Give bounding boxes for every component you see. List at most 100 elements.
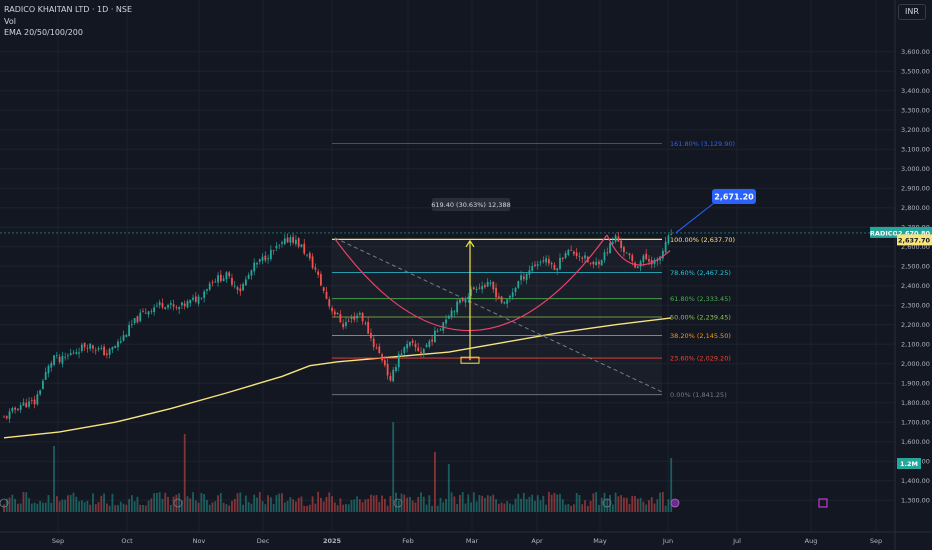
- candle-body: [306, 254, 308, 256]
- volume-bar: [53, 446, 55, 512]
- candle-body: [436, 331, 439, 332]
- volume-bar: [214, 501, 217, 512]
- volume-bar: [44, 502, 47, 512]
- volume-bar: [664, 505, 667, 512]
- volume-bar: [64, 499, 67, 512]
- event-marker-icon: [602, 498, 612, 508]
- volume-bar: [670, 458, 673, 512]
- x-tick-label: Mar: [466, 537, 479, 545]
- volume-bar: [347, 504, 350, 512]
- candle-body: [19, 405, 22, 410]
- volume-badge: 1.2M: [900, 460, 918, 468]
- candle-body: [645, 253, 648, 260]
- candle-body: [178, 307, 181, 310]
- volume-bar: [300, 496, 303, 512]
- volume-bar: [247, 502, 250, 512]
- volume-bar: [442, 502, 445, 512]
- y-tick-label: 3,300.00: [901, 107, 930, 115]
- candle-body: [161, 303, 164, 308]
- volume-bar: [25, 492, 28, 512]
- volume-bar: [383, 498, 386, 512]
- candle-body: [264, 255, 267, 261]
- volume-bar: [275, 495, 278, 512]
- volume-bar: [509, 503, 511, 512]
- candle-body: [211, 282, 214, 284]
- volume-bar: [164, 492, 167, 512]
- ema-indicator-label[interactable]: EMA 20/50/100/200: [4, 28, 83, 37]
- x-tick-label: Jul: [732, 537, 741, 545]
- volume-bar: [325, 496, 328, 512]
- candle-body: [461, 298, 464, 301]
- volume-bar: [206, 499, 208, 512]
- candle-body: [386, 363, 389, 376]
- candle-body: [547, 259, 550, 264]
- candle-body: [253, 262, 256, 272]
- volume-bar: [620, 495, 623, 512]
- symbol-title[interactable]: RADICO KHAITAN LTD · 1D · NSE: [4, 5, 133, 14]
- fib-level-label: 0.00% (1,841.25): [670, 391, 727, 399]
- candle-body: [17, 408, 19, 410]
- volume-bar: [534, 500, 536, 512]
- currency-button[interactable]: INR: [898, 4, 926, 20]
- volume-bar: [333, 502, 336, 512]
- volume-bar: [350, 500, 353, 512]
- candle-body: [30, 400, 33, 402]
- candle-body: [370, 333, 372, 339]
- y-tick-label: 3,200.00: [901, 126, 930, 134]
- volume-bar: [219, 493, 222, 512]
- candle-body: [175, 307, 178, 309]
- volume-bar: [431, 505, 434, 512]
- candle-body: [456, 301, 459, 313]
- fib-price-tag-bg: [897, 234, 932, 246]
- candle-body: [136, 316, 139, 323]
- volume-bar: [367, 498, 370, 512]
- candle-body: [628, 253, 631, 256]
- volume-bar: [481, 495, 484, 512]
- volume-indicator-label[interactable]: Vol: [4, 17, 16, 26]
- candle-body: [339, 313, 342, 323]
- volume-bar: [342, 504, 345, 512]
- volume-bar: [428, 495, 431, 512]
- callout-box: [712, 189, 756, 204]
- candle-body: [325, 291, 328, 299]
- candle-body: [231, 278, 233, 285]
- candle-body: [244, 279, 247, 286]
- volume-bar: [575, 493, 578, 512]
- candle-body: [169, 303, 172, 305]
- volume-bar: [598, 505, 600, 512]
- candle-body: [5, 416, 8, 419]
- volume-bar: [573, 504, 575, 512]
- candle-body: [39, 390, 42, 395]
- volume-bar: [78, 501, 80, 512]
- volume-bar: [461, 492, 464, 512]
- volume-bar: [233, 498, 236, 512]
- candle-body: [439, 329, 442, 331]
- volume-bar: [292, 499, 295, 512]
- volume-bar: [358, 499, 361, 512]
- x-tick-label: 2025: [323, 537, 342, 545]
- candle-body: [381, 354, 383, 361]
- volume-bar: [14, 498, 17, 512]
- volume-bar: [217, 495, 219, 512]
- volume-bar: [208, 504, 211, 512]
- volume-bar: [197, 502, 200, 512]
- volume-bar: [464, 503, 467, 512]
- volume-bar: [603, 492, 606, 512]
- volume-bar: [420, 492, 422, 512]
- candle-body: [664, 241, 667, 253]
- candle-body: [144, 312, 147, 314]
- y-tick-label: 3,600.00: [901, 48, 930, 56]
- volume-bar: [445, 498, 447, 512]
- volume-bar: [244, 495, 247, 512]
- candle-body: [536, 264, 539, 266]
- candle-body: [97, 348, 100, 350]
- volume-bar: [570, 505, 573, 512]
- volume-bar: [117, 505, 119, 512]
- volume-bar: [236, 493, 239, 512]
- volume-bar: [306, 505, 308, 512]
- symbol-tag: RADICO: [870, 229, 899, 237]
- volume-bar: [500, 502, 503, 512]
- volume-bar: [581, 504, 584, 512]
- volume-bar: [119, 501, 122, 512]
